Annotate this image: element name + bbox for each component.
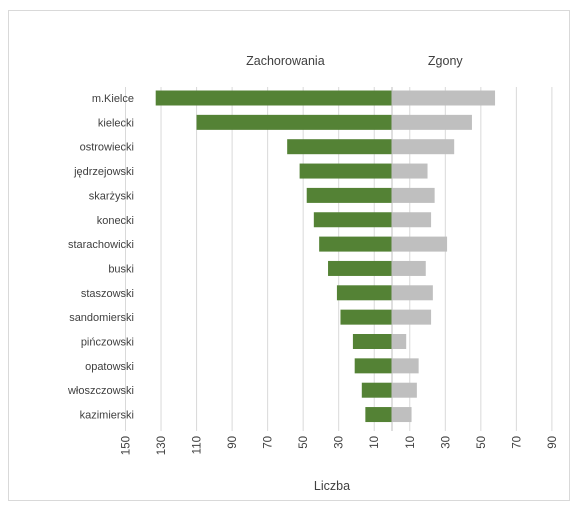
bar-zachorowania [340, 309, 392, 325]
category-label: starachowicki [68, 239, 134, 251]
x-axis-title: Liczba [314, 479, 350, 493]
bar-zgony [392, 334, 407, 349]
tick-label: 50 [298, 436, 310, 449]
bar-zachorowania [313, 212, 392, 228]
bar-zachorowania [155, 90, 392, 106]
category-label: kazimierski [80, 410, 134, 422]
bar-zachorowania [336, 285, 392, 301]
bar-zgony [392, 309, 432, 325]
tick-label: 30 [440, 436, 452, 449]
category-label: staszowski [81, 288, 134, 300]
tick-label: 30 [334, 436, 346, 449]
category-label: ostrowiecki [80, 142, 134, 154]
category-label: m.Kielce [92, 93, 134, 105]
tick-label: 150 [120, 436, 132, 455]
bar-zgony [392, 407, 412, 423]
category-label: pińczowski [81, 337, 134, 349]
bar-zachorowania [306, 187, 392, 203]
bar-zachorowania [319, 236, 392, 252]
bar-zgony [392, 382, 417, 398]
category-label: kielecki [98, 117, 134, 129]
category-label: konecki [97, 215, 134, 227]
bar-zachorowania [361, 382, 392, 398]
bar-zachorowania [354, 358, 392, 374]
bar-zgony [392, 187, 435, 203]
bar-zachorowania [196, 114, 392, 130]
category-label: włoszczowski [67, 385, 134, 397]
tick-label: 10 [369, 436, 381, 449]
category-label: opatowski [85, 361, 134, 373]
category-label: sandomierski [69, 312, 134, 324]
bar-zgony [392, 139, 455, 155]
series-label-right: Zgony [428, 54, 463, 68]
tick-label: 70 [263, 436, 275, 449]
tick-label: 130 [156, 436, 168, 455]
bar-zachorowania [365, 407, 392, 423]
category-label: skarżyski [89, 190, 134, 202]
category-label: jędrzejowski [73, 166, 134, 178]
chart-frame: Zachorowania Zgony m.Kielce kielecki ostrowi… [8, 10, 570, 501]
bar-zgony [392, 163, 428, 179]
bar-zgony [392, 285, 433, 301]
chart-svg: Zachorowania Zgony m.Kielce kielecki ostrowi… [67, 54, 559, 493]
series-label-left: Zachorowania [246, 54, 325, 68]
tick-label: 70 [511, 436, 523, 449]
bar-zgony [392, 236, 448, 252]
bar-zgony [392, 212, 432, 228]
bar-zgony [392, 260, 426, 276]
bar-zgony [392, 90, 496, 106]
bar-zachorowania [299, 163, 392, 179]
tick-label: 110 [192, 436, 204, 454]
bar-zachorowania [328, 260, 392, 276]
tick-label: 90 [227, 436, 239, 449]
bar-zachorowania [287, 139, 392, 155]
bar-zgony [392, 114, 472, 130]
tick-label: 90 [547, 436, 559, 449]
tick-label: 10 [405, 436, 417, 449]
category-label: buski [108, 263, 134, 275]
bar-zgony [392, 358, 419, 374]
bar-zachorowania [352, 334, 392, 349]
tick-label: 50 [476, 436, 488, 449]
